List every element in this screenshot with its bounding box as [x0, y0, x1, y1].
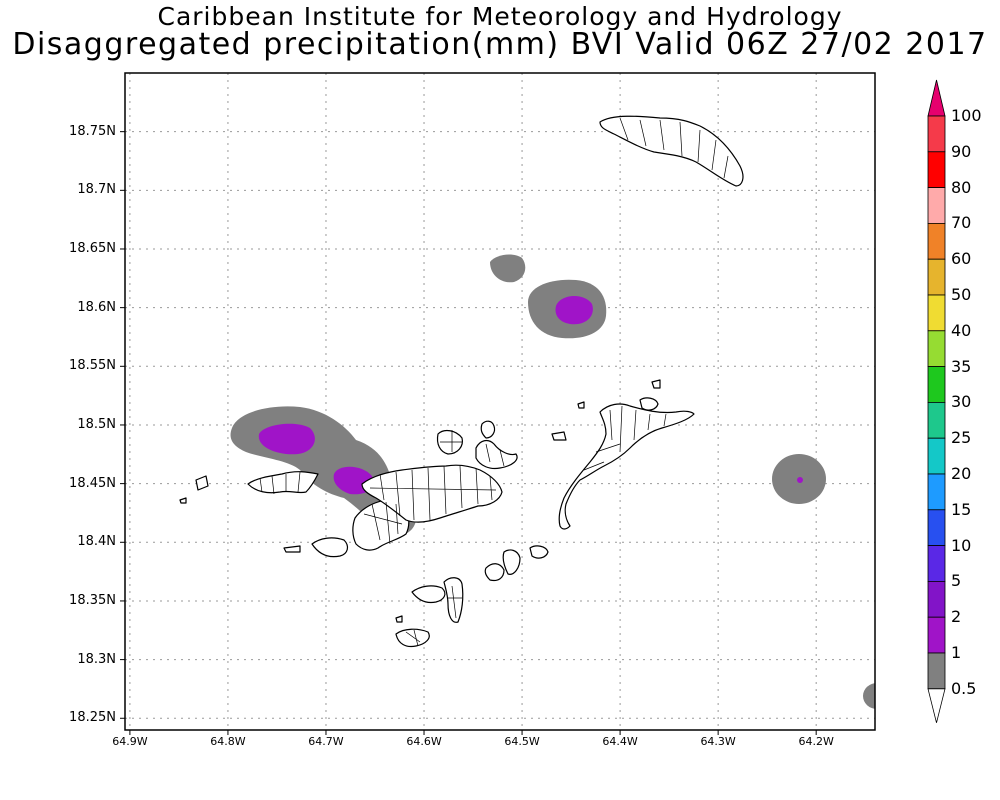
map-title: Disaggregated precipitation(mm) BVI Vali…: [12, 27, 988, 62]
institute-title: Caribbean Institute for Meteorology and …: [157, 2, 843, 31]
salt-island: [395, 628, 430, 648]
small-islet: [395, 615, 403, 623]
legend-label: 50: [951, 285, 972, 304]
legend-label: 10: [951, 535, 972, 555]
legend-swatch-top: [927, 79, 946, 117]
lon-label: 64.2W: [798, 735, 834, 748]
anegada-island: [599, 115, 744, 187]
legend-swatch-bottom: [927, 688, 946, 723]
lat-label: 18.65N: [69, 240, 116, 256]
legend-swatch: [927, 258, 946, 296]
cooper-island: [484, 563, 505, 582]
lat-label: 18.45N: [69, 475, 116, 491]
legend-label: 1: [951, 643, 962, 662]
legend-swatch: [927, 509, 946, 546]
small-islet: [283, 545, 301, 553]
legend-swatch: [927, 473, 946, 511]
st-john-island: [311, 537, 349, 558]
map-frame: [124, 72, 876, 731]
small-islet: [551, 431, 567, 441]
legend-swatch: [927, 187, 946, 224]
legend-swatch: [927, 545, 946, 582]
st-thomas-west-islet: [179, 497, 187, 504]
legend-label: 2: [951, 607, 962, 627]
beef-island: [480, 420, 496, 439]
st-thomas-west-islet: [195, 475, 209, 491]
precipitation-contours: [230, 254, 875, 709]
lon-label: 64.5W: [504, 735, 540, 748]
legend-swatch: [927, 151, 946, 189]
grid-lines: [125, 73, 875, 730]
lon-label: 64.6W: [406, 735, 442, 748]
lat-label: 18.4N: [77, 534, 116, 550]
legend-label: 90: [951, 141, 972, 161]
legend-label: 40: [951, 320, 972, 340]
precip-area-purple: [555, 295, 593, 325]
virgin-gorda-island: [558, 403, 695, 530]
precip-area-purple: [258, 423, 315, 455]
legend-label: 25: [951, 428, 972, 448]
legend-label: 5: [951, 571, 962, 591]
st-thomas-island: [247, 471, 319, 494]
legend-swatch: [927, 616, 946, 654]
lon-label: 64.4W: [602, 735, 638, 748]
lat-label: 18.55N: [69, 358, 116, 374]
legend-swatch: [927, 366, 946, 403]
legend-swatch: [927, 581, 946, 618]
lon-label: 64.8W: [210, 735, 246, 748]
legend-swatch: [927, 330, 946, 367]
precip-area-gray: [490, 254, 526, 283]
small-islet: [639, 397, 659, 411]
small-islet: [529, 545, 549, 559]
legend-label: 15: [951, 499, 972, 519]
peter-island: [443, 577, 464, 623]
legend-swatch: [927, 652, 946, 690]
precip-area-gray: [863, 683, 875, 709]
lon-label: 64.7W: [308, 735, 344, 748]
lat-label: 18.35N: [69, 592, 116, 608]
lat-label: 18.7N: [77, 182, 116, 198]
legend-label: 80: [951, 177, 972, 197]
lat-label: 18.3N: [77, 651, 116, 667]
lat-label: 18.75N: [69, 123, 116, 139]
legend-label: 0.5: [951, 678, 977, 698]
legend-swatch: [927, 401, 946, 439]
lat-label: 18.6N: [77, 299, 116, 315]
legend-label: 70: [951, 213, 972, 233]
lat-label: 18.25N: [69, 710, 116, 726]
legend-label: 30: [951, 392, 972, 412]
norman-island: [411, 585, 446, 604]
legend-label: 100: [951, 106, 982, 125]
precip-area-purple: [797, 477, 803, 483]
legend-label: 20: [951, 464, 972, 483]
small-islet: [651, 379, 661, 389]
legend-label: 35: [951, 356, 972, 376]
legend-swatch: [927, 115, 946, 153]
lat-label: 18.5N: [77, 416, 116, 432]
legend-swatch: [927, 294, 946, 332]
legend-label: 60: [951, 249, 972, 269]
axis-ticks: [120, 131, 817, 735]
small-islet: [577, 401, 585, 409]
ginger-island: [502, 549, 521, 575]
lon-label: 64.9W: [112, 735, 148, 748]
district-boundaries: [259, 117, 729, 647]
legend-swatch: [927, 437, 946, 475]
lon-label: 64.3W: [700, 735, 736, 748]
guana-island: [475, 439, 518, 470]
legend-swatch: [927, 222, 946, 260]
